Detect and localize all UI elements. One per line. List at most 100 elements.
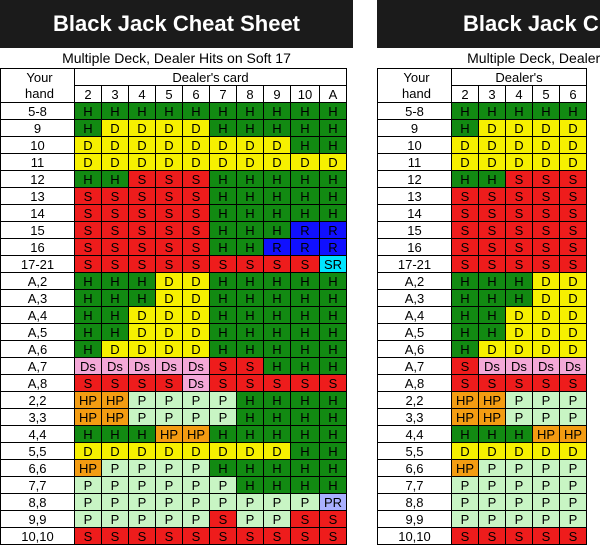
action-cell: H (101, 289, 129, 307)
hand-row: 3,3 HP HP P P P (377, 408, 587, 426)
hand-row: A,4 H H D D D H H H H H (0, 306, 347, 324)
action-cell: S (532, 221, 560, 239)
hand-row: 5-8 H H H H H H H H H H (0, 102, 347, 120)
dealer-card-3: 5 (155, 85, 183, 103)
action-cell: P (182, 510, 210, 528)
hand-row: A,8 S S S S S (377, 374, 587, 392)
action-cell: H (236, 340, 264, 358)
action-cell: S (182, 238, 210, 256)
action-cell: Ds (532, 357, 560, 375)
action-cell: H (236, 170, 264, 188)
action-cell: H (451, 323, 479, 341)
action-cell: H (478, 425, 506, 443)
action-cell: S (101, 527, 129, 545)
action-cell: S (290, 510, 320, 528)
action-cell: D (263, 442, 291, 460)
action-cell: H (319, 357, 347, 375)
action-cell: S (128, 255, 156, 273)
dealer-card-0: 2 (74, 85, 102, 103)
sheet-title: Black Jack Cheat Sheet (0, 0, 353, 48)
hand-label: 4,4 (377, 425, 452, 443)
action-cell: H (236, 476, 264, 494)
hand-label: 5,5 (377, 442, 452, 460)
action-cell: H (263, 306, 291, 324)
action-cell: S (532, 238, 560, 256)
hand-row: 12 H H S S S (377, 170, 587, 188)
hand-row: 6,6 HP P P P P H H H H H (0, 459, 347, 477)
action-cell: S (209, 255, 237, 273)
action-cell: H (74, 272, 102, 290)
hand-label: A,5 (0, 323, 75, 341)
dealer-card-2: 4 (128, 85, 156, 103)
action-cell: H (209, 238, 237, 256)
action-cell: P (532, 476, 560, 494)
action-cell: S (290, 527, 320, 545)
action-cell: H (319, 408, 347, 426)
hand-label: 12 (377, 170, 452, 188)
action-cell: D (263, 136, 291, 154)
hand-row: 12 H H S S S H H H H H (0, 170, 347, 188)
action-cell: D (155, 340, 183, 358)
action-cell: S (451, 221, 479, 239)
action-cell: P (209, 493, 237, 511)
hand-row: 9,9 P P P P P S P P S S (0, 510, 347, 528)
action-cell: D (451, 442, 479, 460)
action-cell: H (182, 102, 210, 120)
action-cell: D (532, 272, 560, 290)
action-cell: D (101, 119, 129, 137)
hand-label: 5-8 (377, 102, 452, 120)
action-cell: S (505, 527, 533, 545)
action-cell: S (559, 221, 587, 239)
action-cell: S (559, 374, 587, 392)
action-cell: D (128, 442, 156, 460)
action-cell: S (290, 374, 320, 392)
action-cell: D (182, 153, 210, 171)
hand-label: 3,3 (0, 408, 75, 426)
action-cell: HP (74, 391, 102, 409)
action-cell: D (101, 136, 129, 154)
action-cell: H (290, 187, 320, 205)
action-cell: D (532, 153, 560, 171)
hand-row: 13 S S S S S (377, 187, 587, 205)
action-cell: S (478, 255, 506, 273)
action-cell: S (155, 204, 183, 222)
action-cell: D (290, 153, 320, 171)
action-cell: S (559, 187, 587, 205)
action-cell: R (319, 221, 347, 239)
action-cell: H (505, 289, 533, 307)
action-cell: D (478, 442, 506, 460)
action-cell: H (451, 425, 479, 443)
action-cell: S (505, 170, 533, 188)
hand-label: A,3 (377, 289, 452, 307)
hand-row: 5,5 D D D D D (377, 442, 587, 460)
action-cell: H (451, 340, 479, 358)
action-cell: P (209, 391, 237, 409)
hand-label: 2,2 (0, 391, 75, 409)
action-cell: S (128, 170, 156, 188)
action-cell: D (505, 442, 533, 460)
hand-label: 15 (377, 221, 452, 239)
hand-label: 13 (0, 187, 75, 205)
action-cell: S (209, 510, 237, 528)
action-cell: H (505, 425, 533, 443)
action-cell: Ds (74, 357, 102, 375)
hand-label: 9 (0, 119, 75, 137)
action-cell: H (319, 425, 347, 443)
action-cell: D (505, 119, 533, 137)
hand-row: 3,3 HP HP P P P P H H H H (0, 408, 347, 426)
action-cell: S (155, 221, 183, 239)
action-cell: H (290, 306, 320, 324)
hand-row: 5,5 D D D D D D D D H H (0, 442, 347, 460)
action-cell: P (209, 476, 237, 494)
action-cell: D (128, 306, 156, 324)
action-cell: P (478, 459, 506, 477)
action-cell: D (478, 136, 506, 154)
header-hand: hand (0, 85, 75, 103)
action-cell: D (182, 136, 210, 154)
action-cell: H (263, 289, 291, 307)
action-cell: P (182, 459, 210, 477)
action-cell: H (290, 459, 320, 477)
action-cell: Ds (182, 357, 210, 375)
hand-label: A,2 (0, 272, 75, 290)
